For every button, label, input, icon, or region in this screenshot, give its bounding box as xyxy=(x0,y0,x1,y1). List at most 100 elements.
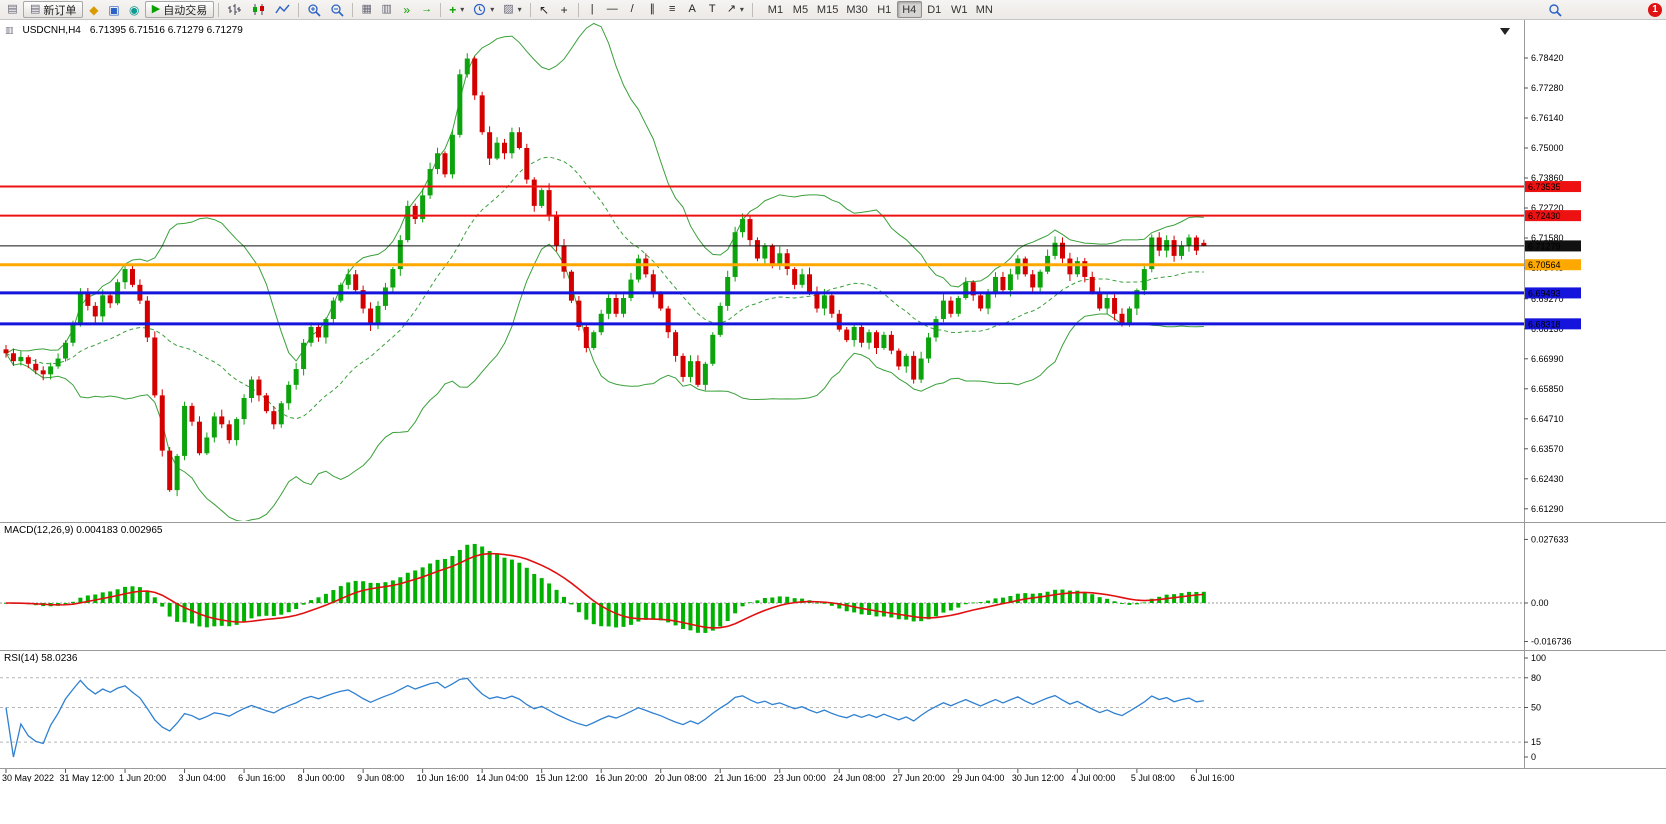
candle-body xyxy=(1171,240,1177,256)
strategy-tester-button[interactable]: ◉ xyxy=(125,1,144,18)
macd-histogram-bar xyxy=(457,549,462,603)
macd-histogram-bar xyxy=(286,603,291,613)
label-tool-button[interactable]: T xyxy=(703,1,722,18)
candlestick-chart-button[interactable] xyxy=(247,1,270,18)
macd-histogram-bar xyxy=(666,603,671,623)
candle-body xyxy=(509,132,515,154)
candle-body xyxy=(814,292,820,309)
macd-histogram-bar xyxy=(1201,591,1206,603)
arrows-tool-button[interactable]: ↗ ▾ xyxy=(723,1,748,18)
timeframe-button-m30[interactable]: M30 xyxy=(842,1,871,18)
macd-histogram-bar xyxy=(524,567,529,603)
candle-body xyxy=(1074,261,1080,275)
candle-body xyxy=(628,279,634,299)
macd-histogram-bar xyxy=(963,603,968,605)
horizontal-line-tool-button[interactable]: — xyxy=(603,1,622,18)
zoom-out-button[interactable] xyxy=(326,1,348,18)
indicators-icon: + xyxy=(449,2,457,17)
play-icon: ▶ xyxy=(151,3,161,15)
crosshair-button[interactable]: + xyxy=(555,1,574,18)
macd-histogram-bar xyxy=(614,603,619,628)
candle-body xyxy=(100,295,106,317)
candle-body xyxy=(732,232,738,277)
macd-histogram-bar xyxy=(405,572,410,603)
bar-chart-button[interactable] xyxy=(223,1,246,18)
periods-button[interactable]: ▾ xyxy=(469,1,498,18)
timeframe-button-mn[interactable]: MN xyxy=(972,1,997,18)
terminal-button[interactable]: ▣ xyxy=(104,1,123,18)
chart-shift-button[interactable]: → xyxy=(417,1,436,18)
text-tool-button[interactable]: A xyxy=(683,1,702,18)
time-axis-label: 30 Jun 12:00 xyxy=(1012,773,1064,782)
timeframe-button-w1[interactable]: W1 xyxy=(947,1,972,18)
cascade-windows-button[interactable]: ▥ xyxy=(377,1,396,18)
zoom-in-button[interactable] xyxy=(303,1,325,18)
price-badge xyxy=(1525,210,1581,222)
candle-body xyxy=(1134,290,1140,309)
candle-body xyxy=(420,195,426,220)
macd-histogram-bar xyxy=(748,602,752,604)
rsi-axis-label: 0 xyxy=(1531,752,1536,762)
price-axis-label: 6.65850 xyxy=(1531,384,1564,394)
candle-body xyxy=(635,258,641,280)
macd-histogram-bar xyxy=(852,603,857,613)
channel-tool-button[interactable]: ∥ xyxy=(643,1,662,18)
toolbar-separator xyxy=(440,2,442,17)
price-badge xyxy=(1525,318,1581,330)
macd-histogram-bar xyxy=(1023,593,1028,603)
macd-histogram-bar xyxy=(1075,590,1080,603)
timeframe-button-h1[interactable]: H1 xyxy=(872,1,897,18)
line-chart-button[interactable] xyxy=(271,1,294,18)
price-axis-label: 6.76140 xyxy=(1531,113,1564,123)
macd-histogram-bar xyxy=(658,603,663,621)
timeframe-button-h4[interactable]: H4 xyxy=(896,1,922,18)
timeframe-button-m5[interactable]: M5 xyxy=(788,1,813,18)
candle-body xyxy=(122,269,128,283)
macd-histogram-bar xyxy=(874,603,879,617)
tile-windows-button[interactable]: ▦ xyxy=(357,1,376,18)
timeframe-button-d1[interactable]: D1 xyxy=(922,1,947,18)
candle-body xyxy=(256,379,262,396)
fibonacci-tool-button[interactable]: ≡ xyxy=(663,1,682,18)
time-axis-label: 9 Jun 08:00 xyxy=(357,773,404,782)
metaeditor-button[interactable]: ◆ xyxy=(84,1,103,18)
price-badge xyxy=(1525,240,1581,252)
indicators-button[interactable]: + ▾ xyxy=(445,1,468,18)
candle-body xyxy=(769,245,775,264)
macd-histogram-bar xyxy=(212,603,217,627)
new-order-button[interactable]: ▤ 新订单 xyxy=(23,1,84,18)
macd-histogram-bar xyxy=(911,603,916,622)
candle-body xyxy=(613,298,619,314)
scroll-to-end-marker[interactable] xyxy=(1500,28,1510,35)
candle-body xyxy=(63,342,69,359)
price-badge-label: 6.69493 xyxy=(1528,288,1561,298)
candle-body xyxy=(873,332,879,349)
search-button[interactable] xyxy=(1544,1,1566,18)
macd-histogram-bar xyxy=(78,597,83,603)
candle-body xyxy=(1156,237,1162,251)
templates-button[interactable]: ▨ ▾ xyxy=(499,1,525,18)
new-chart-button[interactable]: ▤ xyxy=(3,1,22,18)
macd-histogram-bar xyxy=(599,603,604,627)
notification-badge[interactable]: 1 xyxy=(1648,2,1662,17)
timeframe-button-m15[interactable]: M15 xyxy=(813,1,842,18)
candle-body xyxy=(293,369,299,385)
trendline-tool-button[interactable]: / xyxy=(623,1,642,18)
timeframe-button-m1[interactable]: M1 xyxy=(763,1,788,18)
candle-body xyxy=(717,305,723,335)
candle-body xyxy=(777,253,783,264)
candle-body xyxy=(211,416,217,438)
cursor-button[interactable]: ↖ xyxy=(535,1,554,18)
macd-histogram-bar xyxy=(256,603,261,617)
macd-histogram-bar xyxy=(63,603,68,605)
auto-scroll-button[interactable]: » xyxy=(397,1,416,18)
trendline-icon: / xyxy=(630,3,634,15)
candle-body xyxy=(234,419,240,441)
candle-body xyxy=(189,405,195,422)
candle-body xyxy=(315,326,321,338)
macd-histogram-bar xyxy=(428,563,433,603)
autotrading-button[interactable]: ▶ 自动交易 xyxy=(144,1,215,18)
macd-histogram-bar xyxy=(331,590,336,603)
vertical-line-tool-button[interactable]: | xyxy=(583,1,602,18)
macd-histogram-bar xyxy=(465,544,470,603)
